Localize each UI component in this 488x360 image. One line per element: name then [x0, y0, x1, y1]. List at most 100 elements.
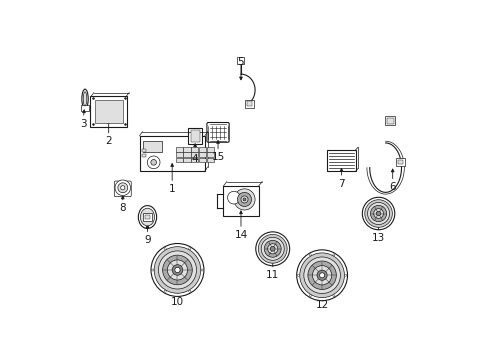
Circle shape	[264, 240, 281, 257]
Bar	[175, 153, 183, 157]
Ellipse shape	[81, 89, 88, 109]
Text: 1: 1	[168, 184, 175, 194]
Text: 7: 7	[338, 179, 344, 189]
Circle shape	[270, 247, 275, 251]
Bar	[199, 153, 205, 157]
Ellipse shape	[138, 206, 156, 229]
Circle shape	[150, 159, 156, 165]
Bar	[183, 147, 190, 152]
Circle shape	[167, 260, 187, 280]
FancyBboxPatch shape	[206, 122, 229, 142]
Circle shape	[376, 211, 380, 216]
Circle shape	[362, 197, 394, 230]
Circle shape	[367, 202, 389, 225]
Ellipse shape	[83, 92, 87, 106]
Bar	[190, 130, 199, 142]
Bar	[237, 57, 244, 64]
Bar	[199, 158, 205, 162]
Bar	[145, 215, 149, 219]
Circle shape	[175, 267, 180, 273]
Text: 3: 3	[80, 118, 86, 129]
Circle shape	[227, 191, 240, 204]
Bar	[397, 159, 403, 165]
Bar	[244, 100, 253, 108]
FancyBboxPatch shape	[188, 128, 202, 144]
Bar	[199, 147, 205, 152]
Bar	[386, 118, 393, 124]
Text: 15: 15	[211, 152, 224, 162]
Circle shape	[115, 180, 130, 195]
Bar	[206, 158, 213, 162]
Bar	[191, 153, 198, 157]
Bar	[395, 158, 404, 166]
Circle shape	[299, 253, 344, 298]
Circle shape	[303, 257, 340, 293]
Bar	[142, 149, 145, 152]
Text: 12: 12	[315, 300, 328, 310]
Circle shape	[147, 156, 160, 169]
Circle shape	[332, 254, 334, 256]
Bar	[183, 158, 190, 162]
Circle shape	[164, 248, 166, 250]
Text: 9: 9	[144, 235, 150, 245]
Circle shape	[258, 234, 286, 263]
Circle shape	[237, 192, 251, 207]
FancyBboxPatch shape	[143, 213, 151, 221]
Bar	[94, 100, 122, 123]
Circle shape	[316, 270, 326, 280]
Text: 13: 13	[371, 233, 385, 243]
Bar	[223, 186, 258, 216]
Bar	[327, 150, 355, 171]
Circle shape	[319, 273, 324, 278]
Circle shape	[243, 198, 245, 201]
Text: 8: 8	[119, 203, 126, 213]
Circle shape	[158, 251, 196, 289]
Text: 6: 6	[388, 182, 395, 192]
Circle shape	[312, 266, 331, 285]
Bar	[183, 153, 190, 157]
Bar	[81, 105, 89, 111]
Circle shape	[151, 269, 154, 271]
Bar	[191, 158, 198, 162]
FancyBboxPatch shape	[114, 181, 131, 197]
Bar	[175, 147, 183, 152]
Circle shape	[267, 244, 277, 254]
Circle shape	[154, 247, 201, 293]
Bar	[175, 158, 183, 162]
Circle shape	[370, 206, 386, 222]
Bar	[206, 153, 213, 157]
Bar	[143, 141, 162, 152]
Circle shape	[163, 255, 192, 285]
Bar	[384, 117, 395, 125]
Circle shape	[296, 250, 347, 301]
Bar	[246, 102, 251, 106]
Circle shape	[188, 290, 190, 292]
Bar	[191, 147, 198, 152]
Text: 4: 4	[191, 154, 198, 164]
Text: 11: 11	[265, 270, 279, 280]
Bar	[206, 147, 213, 152]
Circle shape	[188, 248, 190, 250]
Circle shape	[308, 295, 311, 297]
Circle shape	[261, 237, 284, 260]
Circle shape	[164, 290, 166, 292]
Circle shape	[344, 274, 346, 276]
Circle shape	[308, 254, 311, 256]
Circle shape	[172, 265, 183, 275]
Circle shape	[255, 232, 289, 266]
Circle shape	[233, 189, 255, 210]
Circle shape	[373, 209, 383, 219]
Bar	[142, 154, 145, 157]
Text: 14: 14	[234, 230, 247, 240]
Circle shape	[332, 295, 334, 297]
Circle shape	[151, 243, 203, 296]
Text: 10: 10	[171, 297, 183, 307]
FancyBboxPatch shape	[139, 136, 204, 171]
Circle shape	[118, 183, 127, 193]
Circle shape	[364, 200, 391, 227]
FancyBboxPatch shape	[90, 95, 127, 127]
Text: 5: 5	[237, 57, 244, 67]
Circle shape	[297, 274, 299, 276]
Circle shape	[241, 196, 247, 203]
Circle shape	[307, 261, 336, 289]
